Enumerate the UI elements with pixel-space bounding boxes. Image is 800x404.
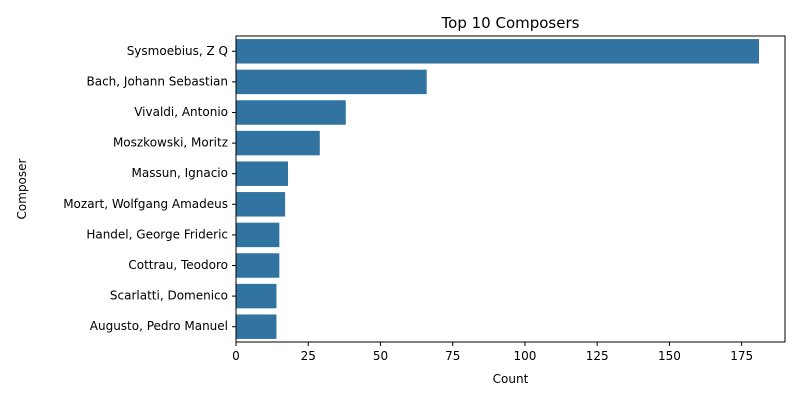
bar [236,130,320,156]
x-tick-label: 50 [373,349,388,363]
y-axis-label: Composer [15,158,29,219]
bar [236,283,277,309]
y-tick-label: Vivaldi, Antonio [134,105,228,119]
bar [236,69,427,95]
bar [236,314,277,339]
x-tick-label: 175 [730,349,753,363]
y-tick-label: Handel, George Frideric [86,227,228,241]
bar [236,100,346,125]
x-tick-label: 100 [513,349,536,363]
y-tick-label: Cottrau, Teodoro [128,258,228,272]
y-tick-label: Sysmoebius, Z Q [127,44,228,58]
chart-title: Top 10 Composers [441,14,580,32]
x-axis-ticks: 0 25 50 75 100 125 150 175 [232,342,753,363]
x-tick-label: 125 [586,349,609,363]
y-tick-label: Massun, Ignacio [132,166,228,180]
bar [236,39,759,64]
x-tick-label: 75 [445,349,460,363]
bars-layer [236,39,759,339]
plot-frame [235,35,786,343]
x-tick-label: 150 [658,349,681,363]
y-tick-label: Augusto, Pedro Manuel [90,319,228,333]
bar [236,161,289,186]
y-axis-ticks: Sysmoebius, Z Q Bach, Johann Sebastian Viv… [63,44,236,333]
x-tick-label: 25 [301,349,316,363]
y-tick-label: Bach, Johann Sebastian [86,74,228,88]
y-tick-label: Moszkowski, Moritz [113,136,228,150]
bar [236,253,280,278]
y-tick-label: Scarlatti, Domenico [110,289,228,303]
x-axis-label: Count [493,372,529,386]
x-tick-label: 0 [232,349,240,363]
y-tick-label: Mozart, Wolfgang Amadeus [63,197,228,211]
bar [236,192,286,217]
bar [236,222,280,248]
